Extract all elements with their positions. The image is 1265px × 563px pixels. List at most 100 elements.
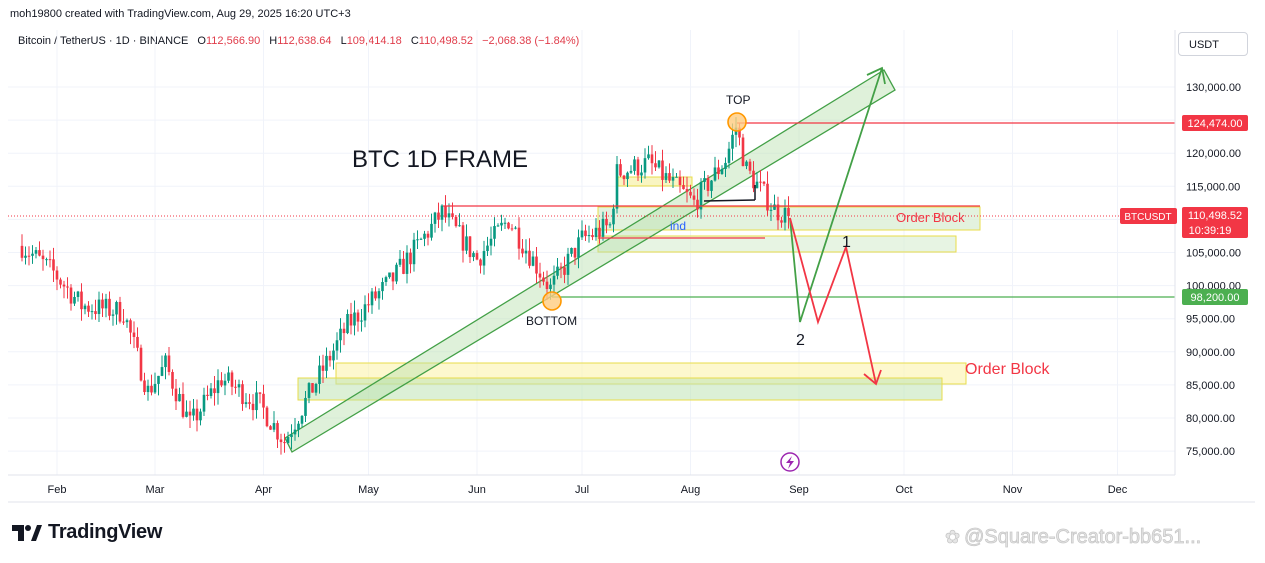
candle-body [188,411,192,416]
candle-body [213,388,216,394]
candle-body [458,225,461,227]
candle-body [199,411,202,421]
candle-body [339,328,342,341]
candle-body [69,287,73,304]
candle-body [258,392,262,394]
candle-body [146,385,150,393]
candle-body [55,270,59,280]
candle-body [486,245,489,252]
candle-body [755,181,759,189]
candle-body [314,383,318,393]
candle-body [346,313,349,334]
candle-body [605,218,608,226]
candle-body [363,304,367,321]
time-tick-label: Aug [681,484,701,496]
candle-body [45,259,48,261]
candle-body [461,225,465,251]
candle-body [160,367,164,376]
candle-body [622,175,626,180]
candle-body [465,236,468,251]
high-value: 112,638.64 [277,35,332,47]
candle-body [391,272,395,282]
candle-body [528,250,531,266]
candle-body [62,284,66,287]
wave-2-label: 2 [796,332,805,349]
candle-body [738,127,741,138]
candle-body [745,161,748,167]
candle-body [244,402,248,405]
candle-body [510,228,514,230]
candle-body [783,208,787,223]
close-value: 110,498.52 [418,35,474,47]
candle-body [52,259,55,271]
price-tick-label: 75,000.00 [1186,446,1235,458]
price-axis[interactable]: 130,000.00125,000.00120,000.00115,000.00… [1186,82,1241,458]
candle-body [678,176,682,186]
candle-body [272,423,276,430]
currency-selector[interactable]: USDT [1178,32,1248,56]
candle-body [83,305,87,310]
candle-body [153,383,157,393]
time-tick-label: Apr [255,484,272,496]
candle-body [727,148,731,163]
candle-body [608,224,612,226]
candle-body [475,253,479,260]
candle-body [454,216,458,227]
candle-body [531,256,535,266]
candle-body [195,408,199,421]
candle-body [24,255,27,258]
watermark-gear-icon: ✿ [945,527,961,548]
candle-body [496,225,500,227]
price-tick-label: 115,000.00 [1186,181,1240,193]
candle-body [381,281,384,292]
candle-body [685,189,689,192]
candle-body [559,266,563,268]
candle-body [283,442,286,444]
ind-label: ind [670,219,686,233]
top-price-tag-text: 124,474.00 [1187,118,1242,130]
candle-body [269,426,272,430]
candle-body [577,237,580,258]
tradingview-logo[interactable]: TradingView [12,521,162,544]
time-axis[interactable]: Feb Mar Apr May Jun Jul Aug Sep Oct Nov Dec [48,484,1128,496]
candle-body [237,384,241,388]
price-tick-label: 90,000.00 [1186,347,1235,359]
candle-body [321,365,325,371]
candle-body [108,298,111,316]
candle-body [220,380,223,386]
open-label: O [197,35,206,47]
candle-body [206,394,209,396]
candle-body [41,255,45,260]
candle-body [647,154,650,159]
tradingview-brand: TradingView [48,521,163,543]
candle-body [598,227,601,237]
lightning-icon[interactable] [780,452,800,472]
candle-body [507,222,510,229]
candle-body [59,279,62,285]
candle-body [566,253,570,275]
candle-body [619,164,622,176]
time-tick-label: Sep [789,484,809,496]
candle-body [307,383,311,398]
candle-body [570,247,573,254]
candle-body [664,173,668,180]
candle-body [741,137,745,167]
candle-body [444,205,447,218]
candle-body [640,172,643,176]
candle-body [377,291,381,299]
candle-body [150,385,153,393]
watermark: ✿ @Square-Creator-bb651... [945,526,1202,549]
time-tick-label: Nov [1003,484,1023,496]
bottom-label: BOTTOM [526,314,577,328]
candle-body [48,259,52,261]
candle-body [503,222,507,224]
candle-body [132,332,136,337]
top-marker [727,112,747,132]
candle-body [654,163,657,168]
candle-body [38,250,41,256]
candle-body [538,273,542,278]
candle-body [580,230,584,238]
close-label: C [410,35,419,47]
symbol-legend: Bitcoin / TetherUS · 1D · BINANCE O112,5… [18,35,579,47]
